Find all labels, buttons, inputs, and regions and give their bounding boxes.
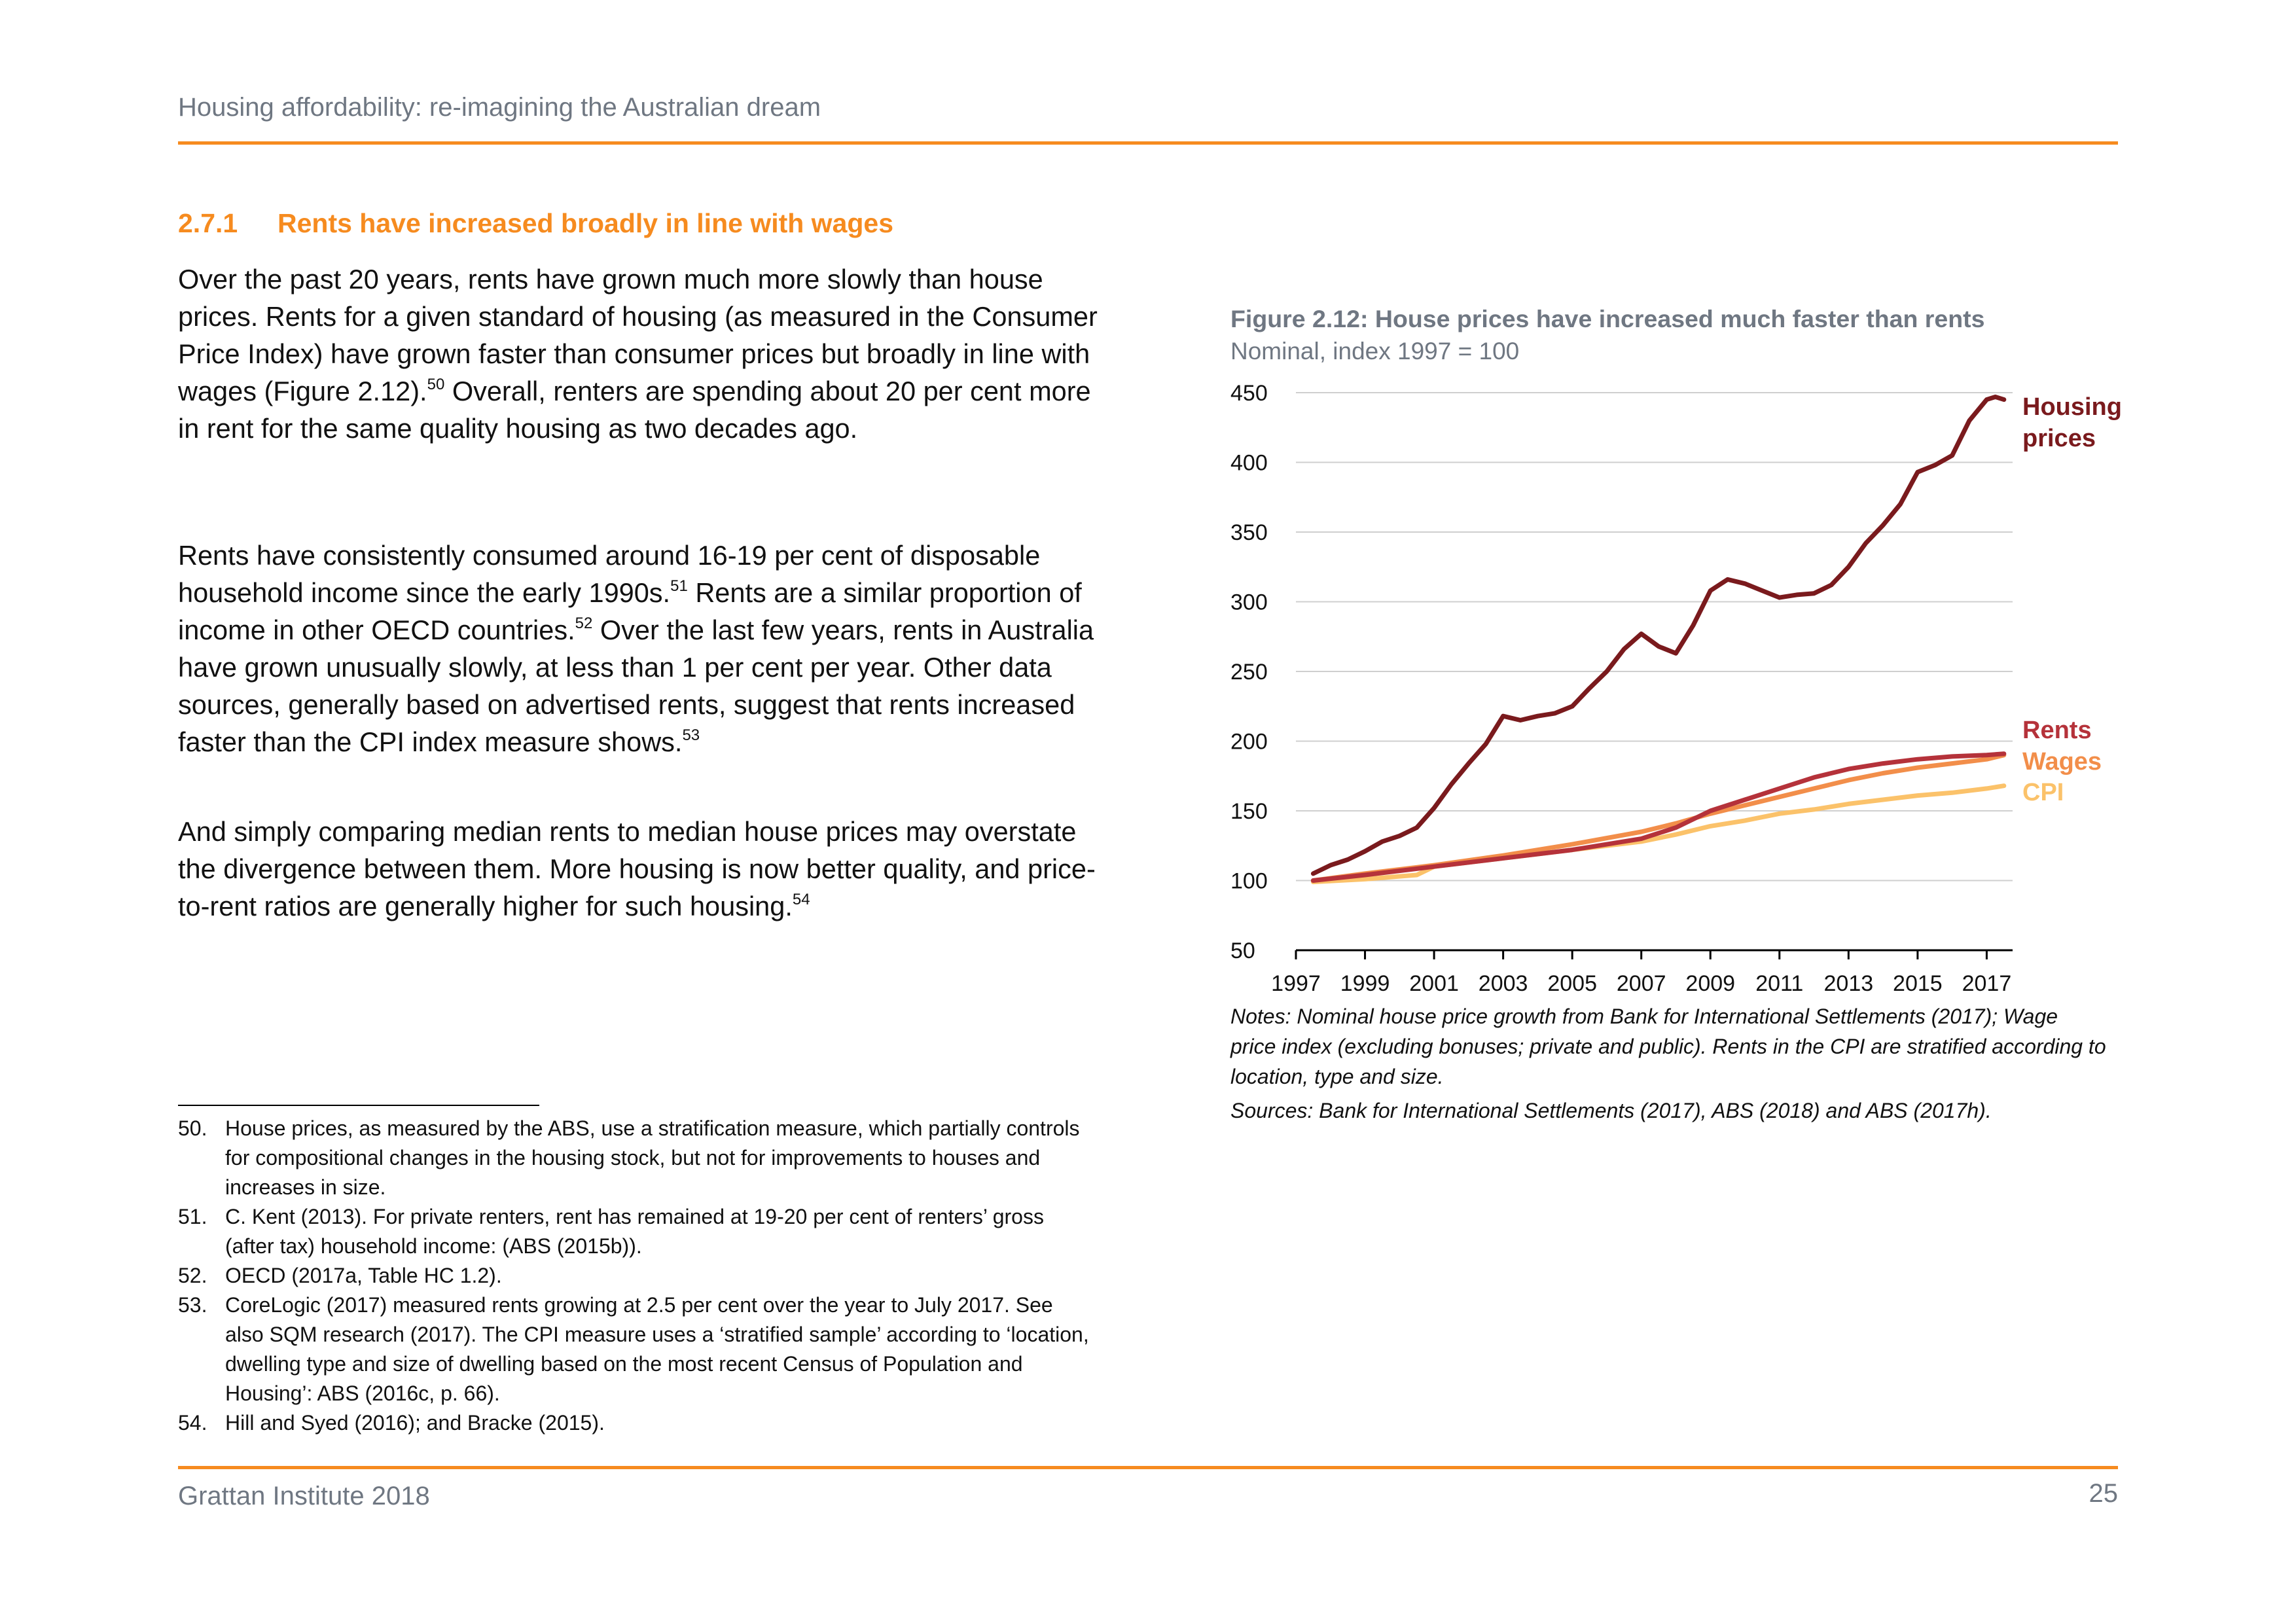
- series-label: Housing: [2022, 393, 2122, 421]
- body-paragraph-3: And simply comparing median rents to med…: [178, 813, 1101, 925]
- section-number: 2.7.1: [178, 208, 238, 238]
- section-title: Rents have increased broadly in line wit…: [278, 208, 894, 238]
- series-label: Wages: [2022, 748, 2102, 776]
- footnote-ref[interactable]: 54: [792, 891, 810, 908]
- footnote-ref[interactable]: 52: [575, 615, 593, 632]
- footnote-ref[interactable]: 53: [682, 726, 700, 744]
- series-label: Rents: [2022, 717, 2092, 744]
- figure-title: Figure 2.12: House prices have increased…: [1230, 305, 1985, 332]
- x-tick-label: 2003: [1479, 971, 1528, 995]
- footnote: 52. OECD (2017a, Table HC 1.2).: [178, 1261, 1094, 1291]
- y-tick-label: 100: [1230, 869, 1268, 894]
- footnote-number: 53.: [178, 1293, 207, 1317]
- body-paragraph-1: Over the past 20 years, rents have grown…: [178, 260, 1101, 447]
- series-line-rents: [1310, 751, 2007, 883]
- figure-sources: Sources: Bank for International Settleme…: [1230, 1099, 1992, 1122]
- footnote-text: House prices, as measured by the ABS, us…: [225, 1116, 1080, 1199]
- header-rule: [178, 141, 2118, 145]
- paragraph-text: Rents are a similar proportion of income…: [178, 577, 1082, 645]
- footnote-number: 51.: [178, 1205, 207, 1228]
- footnote: 53. CoreLogic (2017) measured rents growi…: [178, 1291, 1094, 1408]
- running-head: Housing affordability: re-imagining the …: [178, 93, 821, 122]
- series-line-housing-prices: [1310, 394, 2007, 876]
- paragraph-text: Over the last few years, rents in Austra…: [178, 615, 1094, 757]
- x-tick-label: 2007: [1617, 971, 1666, 995]
- y-tick-label: 450: [1230, 381, 1268, 406]
- y-tick-label: 200: [1230, 730, 1268, 755]
- footnote-number: 54.: [178, 1411, 207, 1435]
- paragraph-text: And simply comparing median rents to med…: [178, 816, 1096, 921]
- x-tick-label: 2001: [1409, 971, 1459, 995]
- paragraph-text: Rents have consistently consumed around …: [178, 540, 1041, 608]
- y-tick-label: 250: [1230, 660, 1268, 685]
- paragraph-text: Overall, renters are spending about 20 p…: [178, 376, 1091, 444]
- paragraph-text: Over the past 20 years, rents have grown…: [178, 264, 1098, 406]
- x-tick-label: 1999: [1340, 971, 1390, 995]
- section-heading: 2.7.1 Rents have increased broadly in lin…: [178, 208, 893, 239]
- footnote-text: OECD (2017a, Table HC 1.2).: [225, 1264, 502, 1287]
- line-chart: 50 100 150 200 250 300 350 400 450 1997 1999 2001 20…: [1230, 381, 2122, 995]
- footnote-ref[interactable]: 51: [670, 577, 688, 595]
- figure-notes: Notes: Nominal house price growth from B…: [1230, 1005, 2106, 1088]
- footnote-rule: [178, 1105, 539, 1106]
- y-tick-label: 350: [1230, 520, 1268, 545]
- footnote: 50. House prices, as measured by the ABS,…: [178, 1114, 1094, 1202]
- y-tick-label: 150: [1230, 799, 1268, 824]
- series-label: CPI: [2022, 779, 2064, 806]
- footnotes: 50. House prices, as measured by the ABS,…: [178, 1114, 1094, 1438]
- footer-rule: [178, 1466, 2118, 1469]
- x-tick-label: 2011: [1755, 971, 1803, 995]
- footnote-text: CoreLogic (2017) measured rents growing …: [225, 1293, 1089, 1405]
- footnote-ref[interactable]: 50: [427, 376, 445, 393]
- footnote: 54. Hill and Syed (2016); and Bracke (201…: [178, 1408, 1094, 1438]
- series-label: prices: [2022, 425, 2096, 452]
- footnote-text: Hill and Syed (2016); and Bracke (2015).: [225, 1411, 605, 1435]
- figure-subtitle: Nominal, index 1997 = 100: [1230, 338, 1520, 365]
- body-paragraph-2: Rents have consistently consumed around …: [178, 537, 1101, 760]
- y-tick-label: 400: [1230, 451, 1268, 476]
- y-tick-label: 50: [1230, 938, 1255, 963]
- footnote-text: C. Kent (2013). For private renters, ren…: [225, 1205, 1044, 1258]
- x-tick-label: 2013: [1824, 971, 1874, 995]
- footnote-number: 50.: [178, 1116, 207, 1140]
- y-tick-label: 300: [1230, 590, 1268, 615]
- footnote: 51. C. Kent (2013). For private renters, …: [178, 1202, 1094, 1261]
- x-tick-label: 2005: [1547, 971, 1597, 995]
- series-line-wages: [1310, 753, 2007, 883]
- page-number: 25: [2089, 1479, 2119, 1508]
- footnote-number: 52.: [178, 1264, 207, 1287]
- footer-publisher: Grattan Institute 2018: [178, 1482, 430, 1510]
- x-tick-label: 2017: [1962, 971, 2012, 995]
- x-tick-label: 2009: [1685, 971, 1735, 995]
- x-tick-label: 2015: [1893, 971, 1943, 995]
- x-tick-label: 1997: [1271, 971, 1321, 995]
